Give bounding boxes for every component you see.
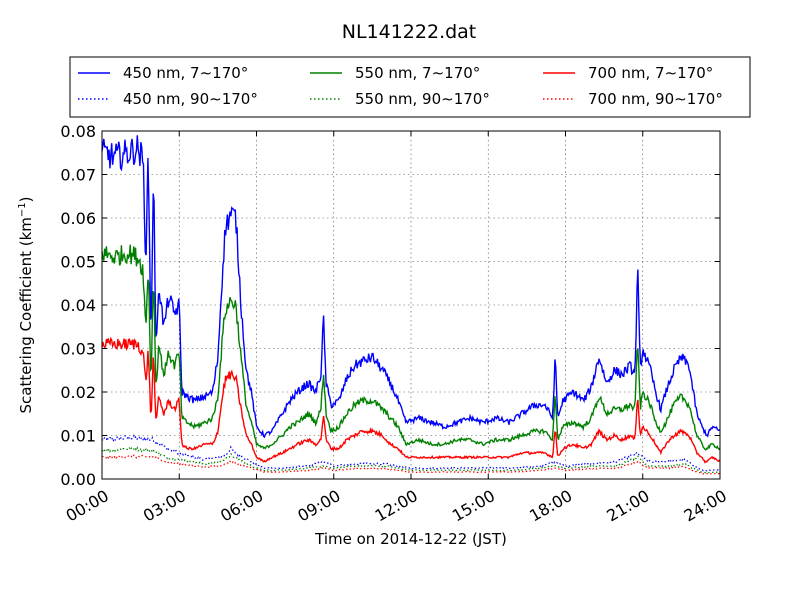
y-tick-label: 0.01: [60, 427, 96, 446]
y-tick-label: 0.05: [60, 253, 96, 272]
chart-title: NL141222.dat: [342, 21, 477, 43]
legend: 450 nm, 7∼170° 550 nm, 7∼170° 700 nm, 7∼17…: [78, 64, 723, 108]
series-line-2: [101, 336, 721, 464]
legend-label-3: 450 nm, 90∼170°: [123, 90, 258, 108]
y-tick-label: 0.03: [60, 340, 96, 359]
series-line-4: [101, 445, 721, 474]
x-tick-label: 21:00: [603, 486, 652, 526]
x-tick-label: 18:00: [526, 486, 575, 526]
y-tick-label: 0.07: [60, 166, 96, 185]
legend-box: [69, 56, 751, 118]
legend-label-0: 450 nm, 7∼170°: [123, 64, 248, 82]
x-tick-label: 24:00: [681, 486, 730, 526]
x-axis-label: Time on 2014-12-22 (JST): [314, 530, 507, 548]
x-tick-label: 15:00: [449, 486, 498, 526]
x-tick-label: 09:00: [294, 486, 343, 526]
x-tick-label: 03:00: [140, 486, 189, 526]
y-tick-label: 0.06: [60, 209, 96, 228]
x-tick-label: 00:00: [63, 486, 112, 526]
legend-label-2: 700 nm, 7∼170°: [588, 64, 713, 82]
x-tick-label: 06:00: [217, 486, 266, 526]
x-tick-label: 12:00: [372, 486, 421, 526]
legend-label-1: 550 nm, 7∼170°: [355, 64, 480, 82]
y-tick-label: 0.00: [60, 470, 96, 489]
series-line-5: [101, 454, 721, 475]
legend-label-4: 550 nm, 90∼170°: [355, 90, 490, 108]
series-line-3: [101, 434, 721, 472]
y-tick-label: 0.08: [60, 122, 96, 141]
legend-label-5: 700 nm, 90∼170°: [588, 90, 723, 108]
y-tick-label: 0.02: [60, 383, 96, 402]
y-tick-label: 0.04: [60, 296, 96, 315]
series-layer: [101, 135, 721, 475]
series-line-0: [101, 135, 721, 439]
y-axis-label: Scattering Coefficient (km−1): [17, 196, 35, 413]
series-line-1: [101, 244, 721, 451]
